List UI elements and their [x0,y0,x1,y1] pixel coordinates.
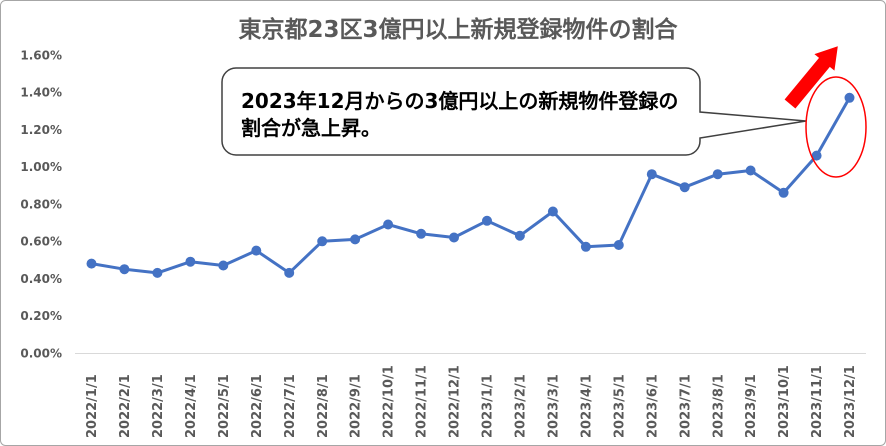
data-point [284,267,295,278]
callout: 2023年12月からの3億円以上の新規物件登録の 割合が急上昇。 [221,67,807,156]
y-axis-labels: 0.00% 0.20% 0.40% 0.60% 0.80% 1.00% 1.20% 1.40%… [20,48,62,360]
y-tick-label: 0.20% [20,309,62,323]
data-point [416,228,427,239]
data-point [778,187,789,198]
y-tick-label: 1.40% [20,86,62,100]
data-point [317,236,328,247]
x-tick-label: 2023/10/1 [777,365,792,438]
data-point [383,219,394,230]
y-tick-label: 1.20% [20,123,62,137]
data-markers [86,92,855,278]
x-tick-label: 2022/2/1 [118,374,133,438]
y-tick-label: 0.40% [20,272,62,286]
trend-up-arrow [784,46,838,109]
x-tick-label: 2023/8/1 [711,374,726,438]
callout-box [221,67,807,156]
y-tick-label: 0.60% [20,235,62,249]
data-point [482,215,492,226]
x-tick-label: 2022/10/1 [382,365,397,438]
x-tick-label: 2022/7/1 [283,374,298,438]
data-point [449,232,459,243]
data-point [251,245,262,256]
x-tick-label: 2023/9/1 [744,374,759,438]
data-point [350,234,361,245]
x-tick-label: 2022/11/1 [415,365,430,438]
x-tick-label: 2023/1/1 [481,374,496,438]
data-point [218,260,229,271]
x-tick-label: 2022/5/1 [217,374,232,438]
callout-line-1: 2023年12月からの3億円以上の新規物件登録の [241,89,678,113]
data-point [185,256,196,267]
y-tick-label: 0.00% [20,346,62,360]
highlight-ellipse [805,76,867,178]
x-axis-labels: 2022/1/1 2022/2/1 2022/3/1 2022/4/1 2022/5/1… [85,365,858,438]
data-point [514,230,525,241]
data-point [844,92,855,103]
x-tick-label: 2022/12/1 [448,365,463,438]
y-tick-label: 1.00% [20,160,62,174]
x-tick-label: 2023/7/1 [678,374,693,438]
y-tick-label: 0.80% [20,197,62,211]
x-tick-label: 2022/4/1 [184,374,199,438]
data-point [152,267,163,278]
x-tick-label: 2023/12/1 [843,365,858,438]
x-tick-label: 2023/3/1 [547,374,562,438]
data-point [119,264,130,275]
x-tick-label: 2022/3/1 [151,374,166,438]
series-line [90,96,851,275]
data-point [613,240,624,250]
data-point [712,169,723,180]
x-tick-label: 2022/8/1 [316,374,331,438]
y-tick-label: 1.60% [20,48,62,62]
data-point [646,169,657,180]
x-tick-label: 2022/9/1 [349,374,364,438]
x-tick-label: 2022/6/1 [250,374,265,438]
x-tick-label: 2023/5/1 [612,374,627,438]
data-point [679,182,690,193]
x-tick-label: 2023/2/1 [514,374,529,438]
data-point [580,241,591,252]
x-tick-label: 2023/4/1 [580,374,595,438]
data-point [745,165,756,176]
callout-line-2: 割合が急上昇。 [241,116,381,140]
chart-title: 東京都23区3億円以上新規登録物件の割合 [238,16,678,43]
x-tick-label: 2022/1/1 [85,374,100,438]
data-point [547,206,558,217]
data-point [86,258,97,269]
x-tick-label: 2023/6/1 [645,374,660,438]
x-tick-label: 2023/11/1 [810,365,825,438]
